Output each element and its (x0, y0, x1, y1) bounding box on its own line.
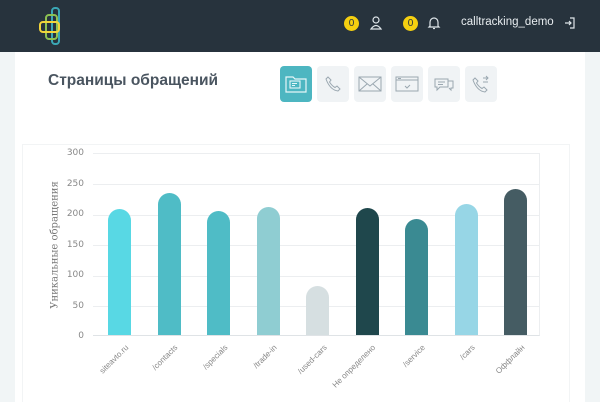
report-type-tabs (280, 66, 497, 102)
tab-chats[interactable] (428, 66, 460, 102)
notifications-badge: 0 (403, 16, 418, 31)
bar[interactable] (454, 203, 478, 335)
y-tick: 300 (66, 148, 84, 158)
tab-emails[interactable] (354, 66, 386, 102)
bar[interactable] (306, 286, 329, 335)
tab-calls[interactable] (317, 66, 349, 102)
y-tick: 250 (66, 179, 84, 189)
y-tick: 150 (66, 240, 84, 250)
envelope-icon (358, 76, 382, 92)
bar[interactable] (256, 206, 280, 335)
bell-icon[interactable] (426, 15, 442, 31)
gridline (93, 215, 539, 216)
tab-forms[interactable] (391, 66, 423, 102)
logo-icon[interactable] (38, 7, 66, 45)
bar[interactable] (355, 208, 379, 335)
username-link[interactable]: calltracking_demo (461, 16, 554, 28)
folder-icon (285, 76, 307, 93)
bar[interactable] (157, 192, 181, 335)
phone-icon (325, 76, 341, 92)
y-tick: 0 (78, 331, 84, 341)
bar[interactable] (207, 211, 230, 335)
callback-phone-icon (472, 75, 489, 93)
bar-chart-plot (93, 153, 540, 336)
logout-icon[interactable] (562, 15, 578, 31)
tab-pages[interactable] (280, 66, 312, 102)
gridline (93, 276, 539, 277)
chat-icon (434, 78, 454, 92)
top-bar: 0 0 calltracking_demo (0, 0, 600, 52)
y-tick: 100 (66, 270, 84, 280)
users-icon[interactable] (368, 15, 384, 31)
y-tick: 200 (66, 209, 84, 219)
gridline (93, 245, 539, 246)
users-badge: 0 (344, 16, 359, 31)
bar[interactable] (108, 208, 131, 335)
form-window-icon (395, 76, 419, 92)
gridline (93, 184, 539, 185)
y-tick: 50 (72, 301, 84, 311)
bar[interactable] (504, 188, 527, 335)
bar[interactable] (405, 219, 428, 335)
page-title: Страницы обращений (48, 72, 219, 89)
tab-callbacks[interactable] (465, 66, 497, 102)
